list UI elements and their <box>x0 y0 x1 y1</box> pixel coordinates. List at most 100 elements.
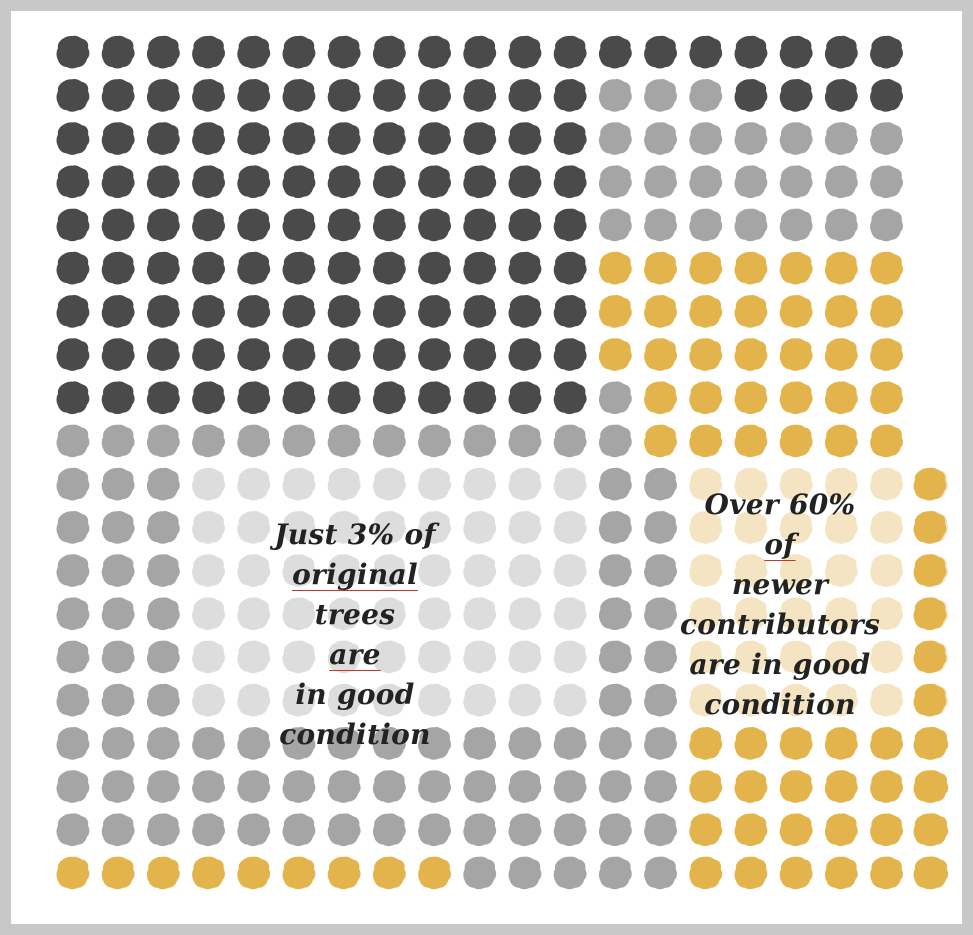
waffle-cell-gold <box>824 338 858 371</box>
waffle-cell-gold <box>689 251 723 285</box>
waffle-cell-gray <box>689 78 723 112</box>
waffle-cell-gold <box>644 338 677 371</box>
waffle-cell-gray <box>463 424 497 458</box>
waffle-cell-dark <box>463 78 497 112</box>
waffle-cell-dark <box>463 338 497 371</box>
waffle-cell-gray <box>824 208 858 242</box>
waffle-cell-gray <box>598 683 632 717</box>
waffle-cell-gray <box>282 770 316 803</box>
waffle-cell-dark <box>779 78 813 112</box>
waffle-cell-dark <box>192 165 225 199</box>
waffle-cell-dark <box>508 78 542 112</box>
callout-newer-contributors: Over 60% of newer contributors are in go… <box>655 485 905 725</box>
waffle-cell-light <box>327 467 361 501</box>
waffle-cell-dark <box>508 35 542 69</box>
waffle-cell-dark <box>101 294 135 328</box>
waffle-cell-gold <box>689 726 723 760</box>
callout-right-underline-of: of <box>764 528 796 561</box>
waffle-cell-dark <box>192 78 225 112</box>
waffle-cell-gray <box>56 683 90 717</box>
waffle-cell-dark <box>418 208 451 242</box>
waffle-cell-dark <box>192 251 225 285</box>
waffle-cell-light <box>553 597 587 631</box>
waffle-cell-gray <box>56 597 90 631</box>
waffle-cell-dark <box>282 251 316 285</box>
waffle-cell-gold <box>824 856 858 890</box>
waffle-cell-gray <box>644 122 677 155</box>
waffle-cell-gray <box>598 726 632 760</box>
waffle-cell-dark <box>372 208 406 242</box>
waffle-cell-gray <box>327 424 361 458</box>
waffle-cell-gold <box>689 424 723 458</box>
waffle-cell-dark <box>192 35 225 69</box>
waffle-cell-gray <box>56 770 90 803</box>
waffle-cell-dark <box>372 165 406 199</box>
waffle-cell-gold <box>779 338 813 371</box>
waffle-cell-dark <box>508 381 542 415</box>
waffle-cell-dark <box>372 35 406 69</box>
waffle-cell-dark <box>146 294 180 328</box>
waffle-cell-gold <box>870 424 903 458</box>
waffle-cell-gray <box>56 424 90 458</box>
waffle-cell-light <box>553 510 587 544</box>
waffle-cell-dark <box>282 78 316 112</box>
waffle-cell-gold <box>598 294 632 328</box>
waffle-cell-gold <box>870 856 903 890</box>
waffle-cell-light <box>418 467 451 501</box>
waffle-cell-dark <box>553 35 587 69</box>
waffle-cell-dark <box>372 251 406 285</box>
waffle-cell-gold <box>734 856 768 890</box>
waffle-cell-dark <box>372 122 406 155</box>
waffle-cell-dark <box>192 208 225 242</box>
callout-right-line-5: condition <box>704 688 856 721</box>
waffle-cell-dark <box>508 338 542 371</box>
waffle-cell-dark <box>192 381 225 415</box>
waffle-cell-gray <box>101 683 135 717</box>
waffle-cell-gold <box>913 597 947 631</box>
waffle-cell-dark <box>327 122 361 155</box>
waffle-cell-dark <box>372 338 406 371</box>
waffle-cell-gray <box>598 165 632 199</box>
waffle-cell-dark <box>146 381 180 415</box>
waffle-cell-light <box>192 467 225 501</box>
waffle-cell-gray <box>598 78 632 112</box>
waffle-cell-gray <box>870 208 903 242</box>
waffle-cell-dark <box>237 251 271 285</box>
waffle-cell-gray <box>146 726 180 760</box>
waffle-cell-dark <box>824 35 858 69</box>
waffle-cell-gray <box>327 770 361 803</box>
waffle-cell-gray <box>463 856 497 890</box>
waffle-cell-gold <box>779 770 813 803</box>
waffle-cell-light <box>553 683 587 717</box>
callout-right-line-2: of newer <box>655 525 905 605</box>
waffle-cell-dark <box>463 294 497 328</box>
waffle-cell-gray <box>779 208 813 242</box>
waffle-cell-gold <box>870 381 903 415</box>
waffle-cell-gold <box>779 381 813 415</box>
waffle-cell-gold <box>913 467 947 501</box>
waffle-cell-gray <box>734 165 768 199</box>
callout-right-line-1: Over 60% <box>704 488 856 521</box>
callout-left-line-2: original trees <box>210 555 500 635</box>
waffle-cell-gray <box>192 424 225 458</box>
waffle-cell-gold <box>913 640 947 674</box>
waffle-cell-gold <box>913 683 947 717</box>
waffle-cell-gold <box>779 294 813 328</box>
waffle-cell-gray <box>553 813 587 847</box>
waffle-cell-gold <box>418 856 451 890</box>
waffle-cell-gold <box>779 726 813 760</box>
waffle-cell-gold <box>870 294 903 328</box>
waffle-cell-gray <box>146 770 180 803</box>
waffle-cell-dark <box>418 165 451 199</box>
waffle-cell-gray <box>56 726 90 760</box>
waffle-cell-dark <box>418 78 451 112</box>
waffle-cell-dark <box>463 381 497 415</box>
waffle-cell-gold <box>870 770 903 803</box>
waffle-cell-light <box>508 640 542 674</box>
waffle-cell-gray <box>101 770 135 803</box>
waffle-cell-gray <box>237 813 271 847</box>
waffle-cell-gray <box>146 554 180 587</box>
waffle-cell-gray <box>508 856 542 890</box>
callout-left-underline-original: original <box>292 558 418 591</box>
